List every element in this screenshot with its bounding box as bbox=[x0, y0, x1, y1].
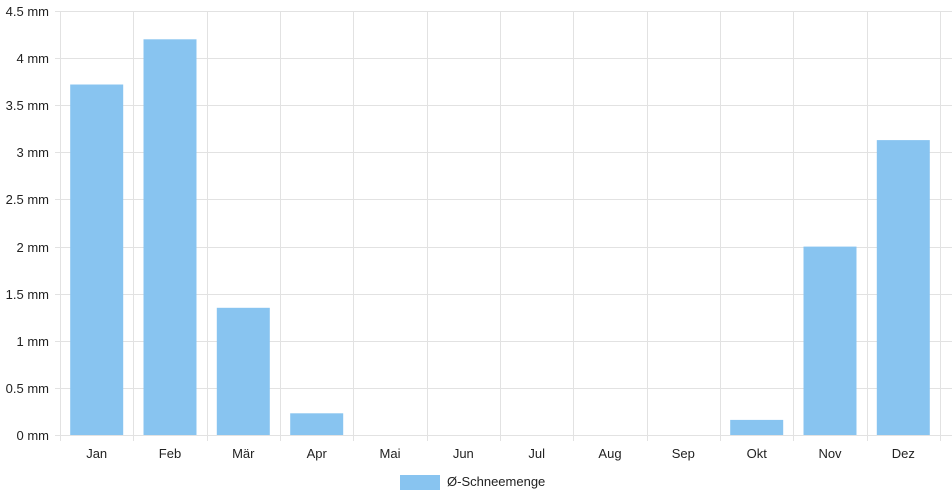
x-axis-tick-labels: Jan Feb Mär Apr Mai Jun Jul Aug Sep Okt Nov Dez bbox=[86, 446, 915, 461]
x-tick-label: Jul bbox=[528, 446, 545, 461]
grid-lines bbox=[55, 11, 952, 441]
bar-dez[interactable] bbox=[876, 140, 930, 435]
bars bbox=[70, 39, 930, 436]
y-tick-label: 2 mm bbox=[17, 240, 50, 255]
x-tick-label: Mai bbox=[380, 446, 401, 461]
y-tick-label: 1.5 mm bbox=[6, 287, 49, 302]
x-tick-label: Apr bbox=[307, 446, 328, 461]
y-tick-label: 0.5 mm bbox=[6, 381, 49, 396]
bar-apr[interactable] bbox=[290, 413, 344, 435]
y-tick-label: 3 mm bbox=[17, 145, 50, 160]
y-tick-label: 0 mm bbox=[17, 428, 50, 443]
legend-swatch[interactable] bbox=[400, 475, 440, 490]
bar-okt[interactable] bbox=[730, 419, 784, 435]
legend[interactable]: Ø-Schneemenge bbox=[400, 474, 545, 490]
x-tick-label: Feb bbox=[159, 446, 181, 461]
x-tick-label: Okt bbox=[747, 446, 768, 461]
x-tick-label: Nov bbox=[818, 446, 842, 461]
x-tick-label: Jan bbox=[86, 446, 107, 461]
x-tick-label: Sep bbox=[672, 446, 695, 461]
legend-label[interactable]: Ø-Schneemenge bbox=[447, 474, 545, 489]
bar-feb[interactable] bbox=[143, 39, 197, 436]
bar-nov[interactable] bbox=[803, 246, 857, 435]
y-tick-label: 4 mm bbox=[17, 51, 50, 66]
y-axis-tick-labels: 0 mm 0.5 mm 1 mm 1.5 mm 2 mm 2.5 mm 3 mm 3.5 mm… bbox=[6, 4, 49, 443]
y-tick-label: 2.5 mm bbox=[6, 192, 49, 207]
y-tick-label: 3.5 mm bbox=[6, 98, 49, 113]
x-tick-label: Mär bbox=[232, 446, 255, 461]
bar-mär[interactable] bbox=[216, 307, 270, 435]
y-tick-label: 4.5 mm bbox=[6, 4, 49, 19]
x-tick-label: Dez bbox=[892, 446, 915, 461]
x-tick-label: Jun bbox=[453, 446, 474, 461]
x-tick-label: Aug bbox=[598, 446, 621, 461]
y-tick-label: 1 mm bbox=[17, 334, 50, 349]
bar-jan[interactable] bbox=[70, 84, 124, 436]
